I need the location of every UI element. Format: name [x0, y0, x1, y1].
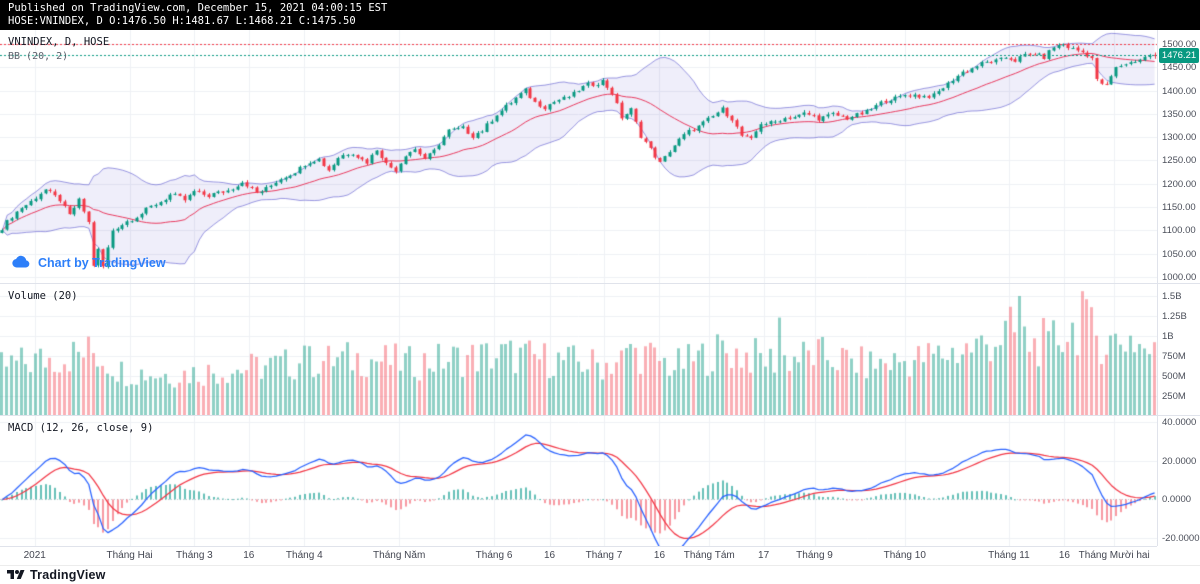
watermark-label: Chart by TradingView — [38, 255, 166, 270]
time-axis-label: 17 — [758, 550, 770, 561]
symbol-legend[interactable]: VNINDEX, D, HOSE — [8, 36, 110, 48]
volume-pane-canvas[interactable] — [0, 284, 1157, 416]
axis-tick-label: 1250.00 — [1162, 155, 1197, 167]
time-axis-label: 16 — [653, 550, 666, 561]
time-axis-label: 2021 — [23, 550, 46, 561]
axis-tick-label: 500M — [1162, 371, 1186, 382]
tradingview-watermark[interactable]: Chart by TradingView — [10, 254, 166, 271]
volume-indicator-legend[interactable]: Volume (20) — [8, 290, 78, 302]
time-axis-label: Tháng 10 — [883, 550, 926, 561]
symbol-ohlc-line: HOSE:VNINDEX, D O:1476.50 H:1481.67 L:14… — [8, 15, 356, 27]
last-price-badge: 1476.21 — [1159, 47, 1199, 63]
axis-tick-label: 250M — [1162, 391, 1186, 402]
tradingview-logo-icon — [7, 570, 25, 579]
time-axis-label: Tháng Mười hai — [1078, 550, 1150, 561]
pane-separator[interactable] — [0, 415, 1200, 416]
time-axis-label: Tháng 9 — [796, 550, 833, 561]
axis-tick-label: 1000.00 — [1162, 272, 1197, 283]
price-pane-legend: VNINDEX, D, HOSE BB (20, 2) — [8, 36, 109, 62]
axis-tick-label: 20.0000 — [1162, 455, 1197, 467]
publish-header: Published on TradingView.com, December 1… — [0, 0, 1200, 30]
time-axis-label: 16 — [243, 550, 255, 561]
time-axis-label: Tháng 6 — [475, 550, 513, 561]
time-axis-label: Tháng Tám — [683, 550, 735, 561]
time-axis-label: Tháng 11 — [988, 550, 1030, 561]
footer-brand: TradingView — [30, 568, 106, 582]
price-pane-canvas[interactable] — [0, 30, 1157, 284]
time-axis-label: Tháng 7 — [585, 550, 623, 561]
time-axis-label: Tháng Năm — [373, 550, 426, 561]
time-axis-label: Tháng 3 — [176, 550, 213, 561]
cloud-logo-icon — [12, 255, 30, 268]
pane-separator[interactable] — [0, 283, 1200, 284]
price-scale-axis[interactable]: 1476.21 1500.00 1450.00 1400.00 1350.00 1300… — [1157, 30, 1200, 546]
macd-indicator-legend[interactable]: MACD (12, 26, close, 9) — [8, 422, 154, 434]
axis-tick-label: 1400.00 — [1162, 85, 1197, 97]
axis-tick-label: 1B — [1162, 331, 1174, 342]
axis-tick-label: 1.25B — [1162, 311, 1187, 322]
axis-tick-label: 1200.00 — [1162, 178, 1197, 190]
footer-bar: TradingView — [0, 565, 1200, 584]
axis-tick-label: 1500.00 — [1162, 38, 1197, 50]
axis-tick-label: 750M — [1162, 351, 1186, 362]
axis-tick-label: 1050.00 — [1162, 248, 1197, 260]
axis-tick-label: 40.0000 — [1162, 416, 1197, 428]
axis-tick-label: 1300.00 — [1162, 132, 1197, 144]
time-axis-label: Tháng 4 — [285, 550, 323, 561]
axis-tick-label: 1100.00 — [1162, 225, 1196, 237]
axis-tick-label: 1150.00 — [1162, 202, 1196, 214]
time-axis-label: 16 — [544, 550, 556, 561]
time-axis-label: 16 — [1058, 550, 1070, 561]
axis-tick-label: 0.0000 — [1162, 494, 1192, 506]
axis-tick-label: 1450.00 — [1162, 62, 1197, 74]
axis-tick-label: 1350.00 — [1162, 108, 1197, 120]
axis-tick-label: 1.5B — [1162, 291, 1182, 302]
axis-tick-label: -20.0000 — [1162, 533, 1200, 545]
time-axis-label: Tháng Hai — [106, 550, 153, 561]
published-timestamp: Published on TradingView.com, December 1… — [8, 2, 388, 14]
macd-pane-canvas[interactable] — [0, 416, 1157, 546]
bb-indicator-legend[interactable]: BB (20, 2) — [8, 51, 69, 62]
time-scale-axis[interactable]: 2021 Tháng Hai Tháng 3 16 Tháng 4 Tháng Năm Th… — [0, 546, 1157, 565]
